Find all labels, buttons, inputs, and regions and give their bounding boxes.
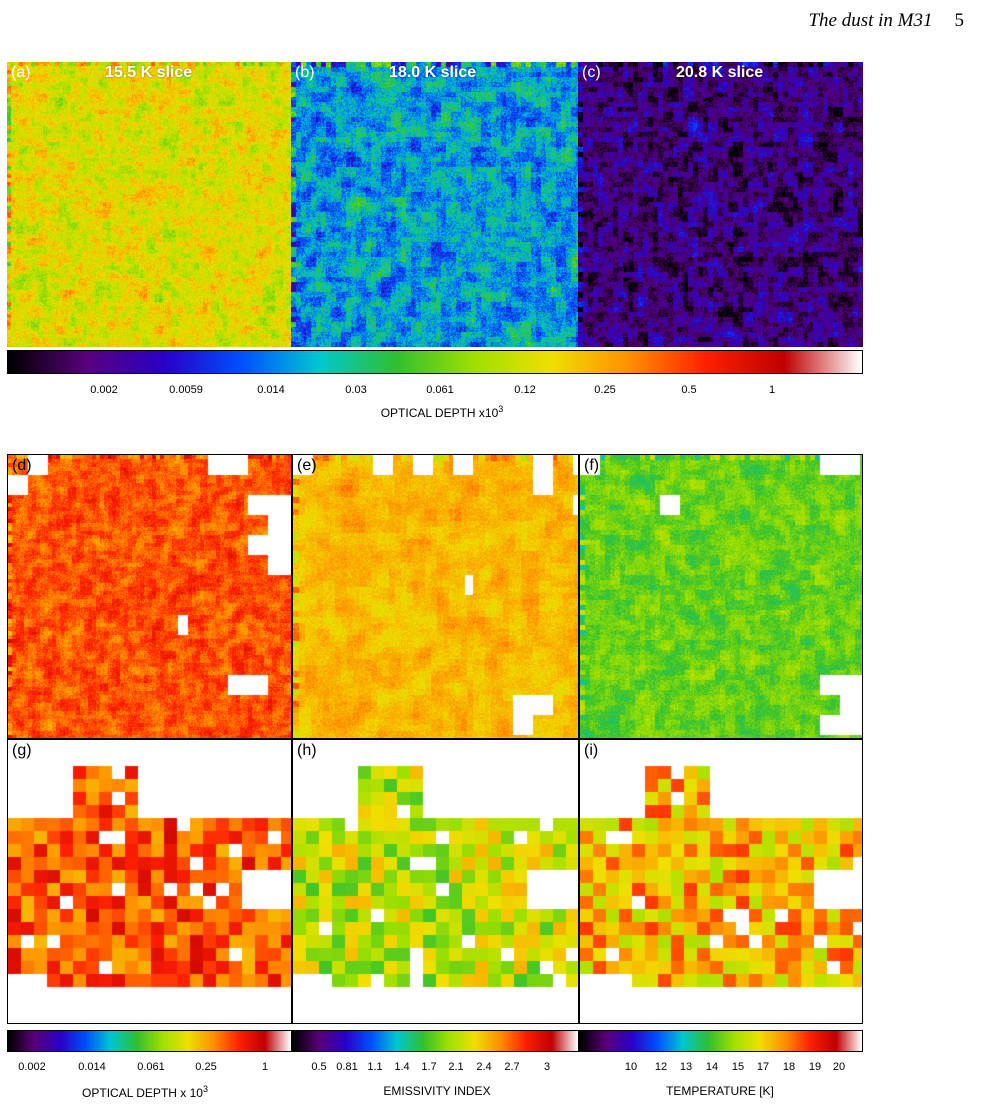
panel-a-15-5k-slice: (a) 15.5 K slice bbox=[7, 62, 291, 347]
tick-label: 1.4 bbox=[394, 1061, 410, 1073]
axis-title-text: OPTICAL DEPTH x 10 bbox=[82, 1086, 203, 1100]
tick-label: 18 bbox=[782, 1061, 796, 1073]
panel-f-image bbox=[580, 455, 862, 738]
tick-label: 12 bbox=[654, 1061, 668, 1073]
panel-h-emissivity-grid: (h) bbox=[292, 739, 579, 1024]
tick-label: 1.1 bbox=[367, 1061, 383, 1073]
axis-title-text: TEMPERATURE [K] bbox=[666, 1084, 774, 1098]
emissivity-axis-title: EMISSIVITY INDEX bbox=[383, 1084, 490, 1098]
panel-a-tag: (a) bbox=[11, 64, 31, 81]
panel-b-tag: (b) bbox=[295, 64, 315, 81]
tick-label: 0.0059 bbox=[169, 384, 203, 396]
panel-h-image bbox=[293, 740, 578, 1023]
temperature-colorbar bbox=[579, 1030, 863, 1052]
page-number: 5 bbox=[954, 10, 965, 31]
optical-depth-colorbar-gradient bbox=[8, 351, 862, 373]
optical-depth-colorbar-ticks: 0.002 0.0059 0.014 0.03 0.061 0.12 0.25 … bbox=[7, 384, 863, 398]
panel-d-optical-depth-map: (d) bbox=[7, 454, 292, 739]
tick-label: 0.5 bbox=[311, 1061, 327, 1073]
panel-f-tag: (f) bbox=[584, 457, 600, 474]
tick-label: 1.7 bbox=[421, 1061, 437, 1073]
axis-title-text: EMISSIVITY INDEX bbox=[383, 1084, 491, 1098]
optical-depth-bottom-ticks: 0.002 0.014 0.061 0.25 1 bbox=[7, 1061, 292, 1075]
panel-g-tag: (g) bbox=[12, 742, 32, 759]
panel-c-tag: (c) bbox=[582, 64, 601, 81]
temperature-axis-title: TEMPERATURE [K] bbox=[666, 1084, 774, 1098]
panel-a-slice-label: 15.5 K slice bbox=[105, 64, 193, 81]
optical-depth-colorbar-bottom bbox=[7, 1030, 292, 1052]
optical-depth-axis-title: OPTICAL DEPTH x103 bbox=[381, 404, 504, 420]
tick-label: 0.061 bbox=[137, 1061, 165, 1073]
tick-label: 0.014 bbox=[78, 1061, 106, 1073]
panel-a-image bbox=[7, 62, 291, 347]
tick-label: 2.4 bbox=[476, 1061, 492, 1073]
panel-b-18-0k-slice: (b) 18.0 K slice bbox=[291, 62, 578, 347]
temperature-colorbar-gradient bbox=[580, 1031, 862, 1051]
tick-label: 2.7 bbox=[504, 1061, 520, 1073]
panel-c-20-8k-slice: (c) 20.8 K slice bbox=[578, 62, 863, 347]
temperature-ticks: 10 12 13 14 15 17 18 19 20 bbox=[579, 1061, 863, 1075]
axis-title-text: OPTICAL DEPTH x10 bbox=[380, 406, 499, 420]
tick-label: 19 bbox=[808, 1061, 822, 1073]
panel-i-tag: (i) bbox=[584, 742, 599, 759]
panel-g-image bbox=[8, 740, 291, 1023]
tick-label: 0.002 bbox=[18, 1061, 46, 1073]
tick-label: 0.002 bbox=[90, 384, 118, 396]
panel-b-image bbox=[291, 62, 578, 347]
panel-h-tag: (h) bbox=[297, 742, 317, 759]
emissivity-ticks: 0.5 0.81 1.1 1.4 1.7 2.1 2.4 2.7 3 bbox=[292, 1061, 579, 1075]
tick-label: 10 bbox=[624, 1061, 638, 1073]
panel-i-image bbox=[580, 740, 862, 1023]
panel-e-emissivity-map: (e) bbox=[292, 454, 579, 739]
panel-c-image bbox=[578, 62, 863, 347]
optical-depth-colorbar-top bbox=[7, 350, 863, 374]
tick-label: 0.12 bbox=[514, 384, 536, 396]
tick-label: 0.061 bbox=[426, 384, 454, 396]
tick-label: 15 bbox=[731, 1061, 745, 1073]
tick-label: 0.014 bbox=[257, 384, 285, 396]
panel-f-temperature-map: (f) bbox=[579, 454, 863, 739]
running-header: The dust in M31 5 bbox=[808, 10, 964, 32]
tick-label: 17 bbox=[756, 1061, 770, 1073]
panel-e-image bbox=[293, 455, 578, 738]
panel-c-slice-label: 20.8 K slice bbox=[676, 64, 764, 81]
tick-label: 0.03 bbox=[345, 384, 367, 396]
axis-title-exponent: 3 bbox=[202, 1084, 208, 1094]
axis-title-exponent: 3 bbox=[498, 404, 504, 414]
optical-depth-bottom-axis-title: OPTICAL DEPTH x 103 bbox=[82, 1084, 208, 1100]
panel-g-optical-depth-grid: (g) bbox=[7, 739, 292, 1024]
tick-label: 13 bbox=[679, 1061, 693, 1073]
panel-i-temperature-grid: (i) bbox=[579, 739, 863, 1024]
tick-label: 0.5 bbox=[681, 384, 697, 396]
tick-label: 0.81 bbox=[336, 1061, 358, 1073]
panel-e-tag: (e) bbox=[297, 457, 317, 474]
tick-label: 0.25 bbox=[594, 384, 616, 396]
tick-label: 1 bbox=[768, 384, 776, 396]
running-title: The dust in M31 bbox=[808, 10, 933, 31]
tick-label: 20 bbox=[832, 1061, 846, 1073]
tick-label: 0.25 bbox=[195, 1061, 217, 1073]
emissivity-colorbar-gradient bbox=[293, 1031, 578, 1051]
tick-label: 3 bbox=[543, 1061, 551, 1073]
emissivity-colorbar bbox=[292, 1030, 579, 1052]
tick-label: 2.1 bbox=[448, 1061, 464, 1073]
optical-depth-colorbar-bottom-gradient bbox=[8, 1031, 291, 1051]
panel-d-image bbox=[8, 455, 291, 738]
panel-d-tag: (d) bbox=[12, 457, 32, 474]
tick-label: 14 bbox=[705, 1061, 719, 1073]
tick-label: 1 bbox=[261, 1061, 269, 1073]
panel-b-slice-label: 18.0 K slice bbox=[389, 64, 477, 81]
